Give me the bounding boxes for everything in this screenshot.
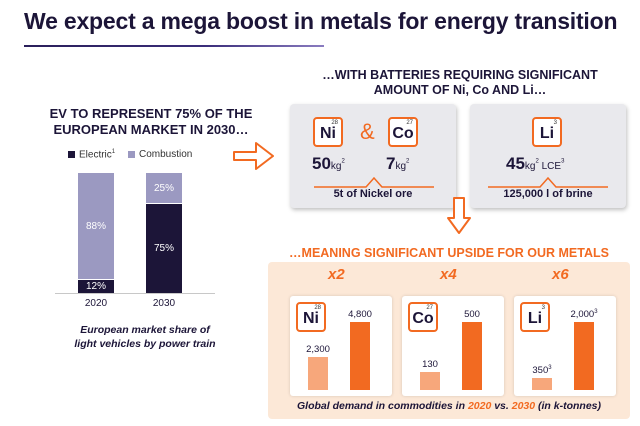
lithium-panel: 3 Li 45kg2 LCE3 125,000 l of brine	[470, 104, 626, 208]
element-symbol: Co	[412, 310, 434, 327]
title-underline	[24, 45, 324, 47]
nickel-ore-caption: 5t of Nickel ore	[333, 188, 413, 200]
multiplier-ni: x2	[328, 266, 345, 283]
bar-electric-2030: 75%	[146, 203, 182, 293]
value-2020-ni: 2,300	[306, 344, 330, 356]
value-2030-ni: 4,800	[348, 309, 372, 321]
caption-line2: light vehicles by power train	[74, 338, 216, 350]
brine-caption: 125,000 l of brine	[503, 188, 593, 200]
bracket-icon	[314, 176, 434, 188]
element-tile-co: 27 Co	[388, 117, 418, 147]
multiplier-co: x4	[440, 266, 457, 283]
nickel-cobalt-panel: 28 Ni & 27 Co 50kg2 7kg2 5t of Nickel or…	[290, 104, 456, 208]
bar-2030-ni	[350, 322, 370, 390]
batteries-heading-line1: …WITH BATTERIES REQUIRING SIGNIFICANT	[322, 68, 598, 82]
page-title: We expect a mega boost in metals for ene…	[24, 8, 618, 34]
li-kg-value: 45kg2 LCE3	[506, 154, 565, 173]
legend-electric-label: Electric1	[79, 149, 116, 161]
element-tile-li: 3 Li	[520, 302, 550, 332]
element-symbol: Ni	[320, 125, 336, 142]
bar-2020-co	[420, 372, 440, 390]
co-kg-value: 7kg2	[386, 154, 410, 173]
element-symbol: Li	[527, 310, 543, 327]
bar-combustion-2030: 25%	[146, 173, 182, 203]
bar-2030-li	[574, 322, 594, 390]
arrow-down-icon	[447, 197, 471, 234]
value-2020-co: 130	[422, 359, 438, 371]
ev-heading-line2: EUROPEAN MARKET IN 2030…	[53, 122, 249, 137]
bar-electric-2020: 12%	[78, 279, 114, 293]
value-2030-co: 500	[464, 309, 480, 321]
atomic-number: 27	[426, 305, 433, 311]
bar-2020-ni	[308, 357, 328, 390]
legend-swatch-electric	[68, 151, 75, 159]
legend-electric: Electric1	[68, 149, 115, 160]
arrow-right-icon	[233, 142, 274, 170]
ev-heading-line1: EV TO REPRESENT 75% OF THE	[49, 106, 253, 121]
legend-swatch-combustion	[128, 151, 135, 158]
x-axis-line	[55, 293, 215, 294]
element-symbol: Co	[392, 125, 414, 142]
caption-line1: European market share of	[80, 324, 210, 336]
batteries-heading-line2: AMOUNT OF Ni, Co AND Li…	[373, 83, 547, 97]
atomic-number: 28	[314, 305, 321, 311]
atomic-number: 27	[406, 120, 413, 126]
element-tile-co: 27 Co	[408, 302, 438, 332]
value-2020-li: 3503	[532, 365, 552, 377]
bar-combustion-2020: 88%	[78, 173, 114, 279]
ampersand: &	[360, 119, 375, 144]
element-symbol: Li	[539, 125, 555, 142]
year-label-2030: 2030	[152, 298, 176, 309]
bracket-icon	[488, 176, 608, 188]
bar-2020-li	[532, 378, 552, 390]
ni-kg-value: 50kg2	[312, 154, 345, 173]
market-share-caption: European market share of light vehicles …	[40, 323, 250, 351]
atomic-number: 3	[553, 120, 557, 126]
element-tile-ni: 28 Ni	[296, 302, 326, 332]
upside-heading: …MEANING SIGNIFICANT UPSIDE FOR OUR META…	[289, 246, 609, 260]
element-tile-li: 3 Li	[532, 117, 562, 147]
global-demand-caption: Global demand in commodities in 2020 vs.…	[296, 400, 602, 412]
element-tile-ni: 28 Ni	[313, 117, 343, 147]
value-2030-li: 2,0003	[570, 309, 598, 321]
legend-combustion-label: Combustion	[139, 149, 193, 160]
atomic-number: 28	[331, 120, 338, 126]
element-symbol: Ni	[303, 310, 319, 327]
atomic-number: 3	[541, 305, 545, 311]
bar-2030-co	[462, 322, 482, 390]
legend-combustion: Combustion	[128, 149, 192, 160]
year-label-2020: 2020	[84, 298, 108, 309]
multiplier-li: x6	[552, 266, 569, 283]
batteries-heading: …WITH BATTERIES REQUIRING SIGNIFICANT AM…	[300, 68, 620, 98]
